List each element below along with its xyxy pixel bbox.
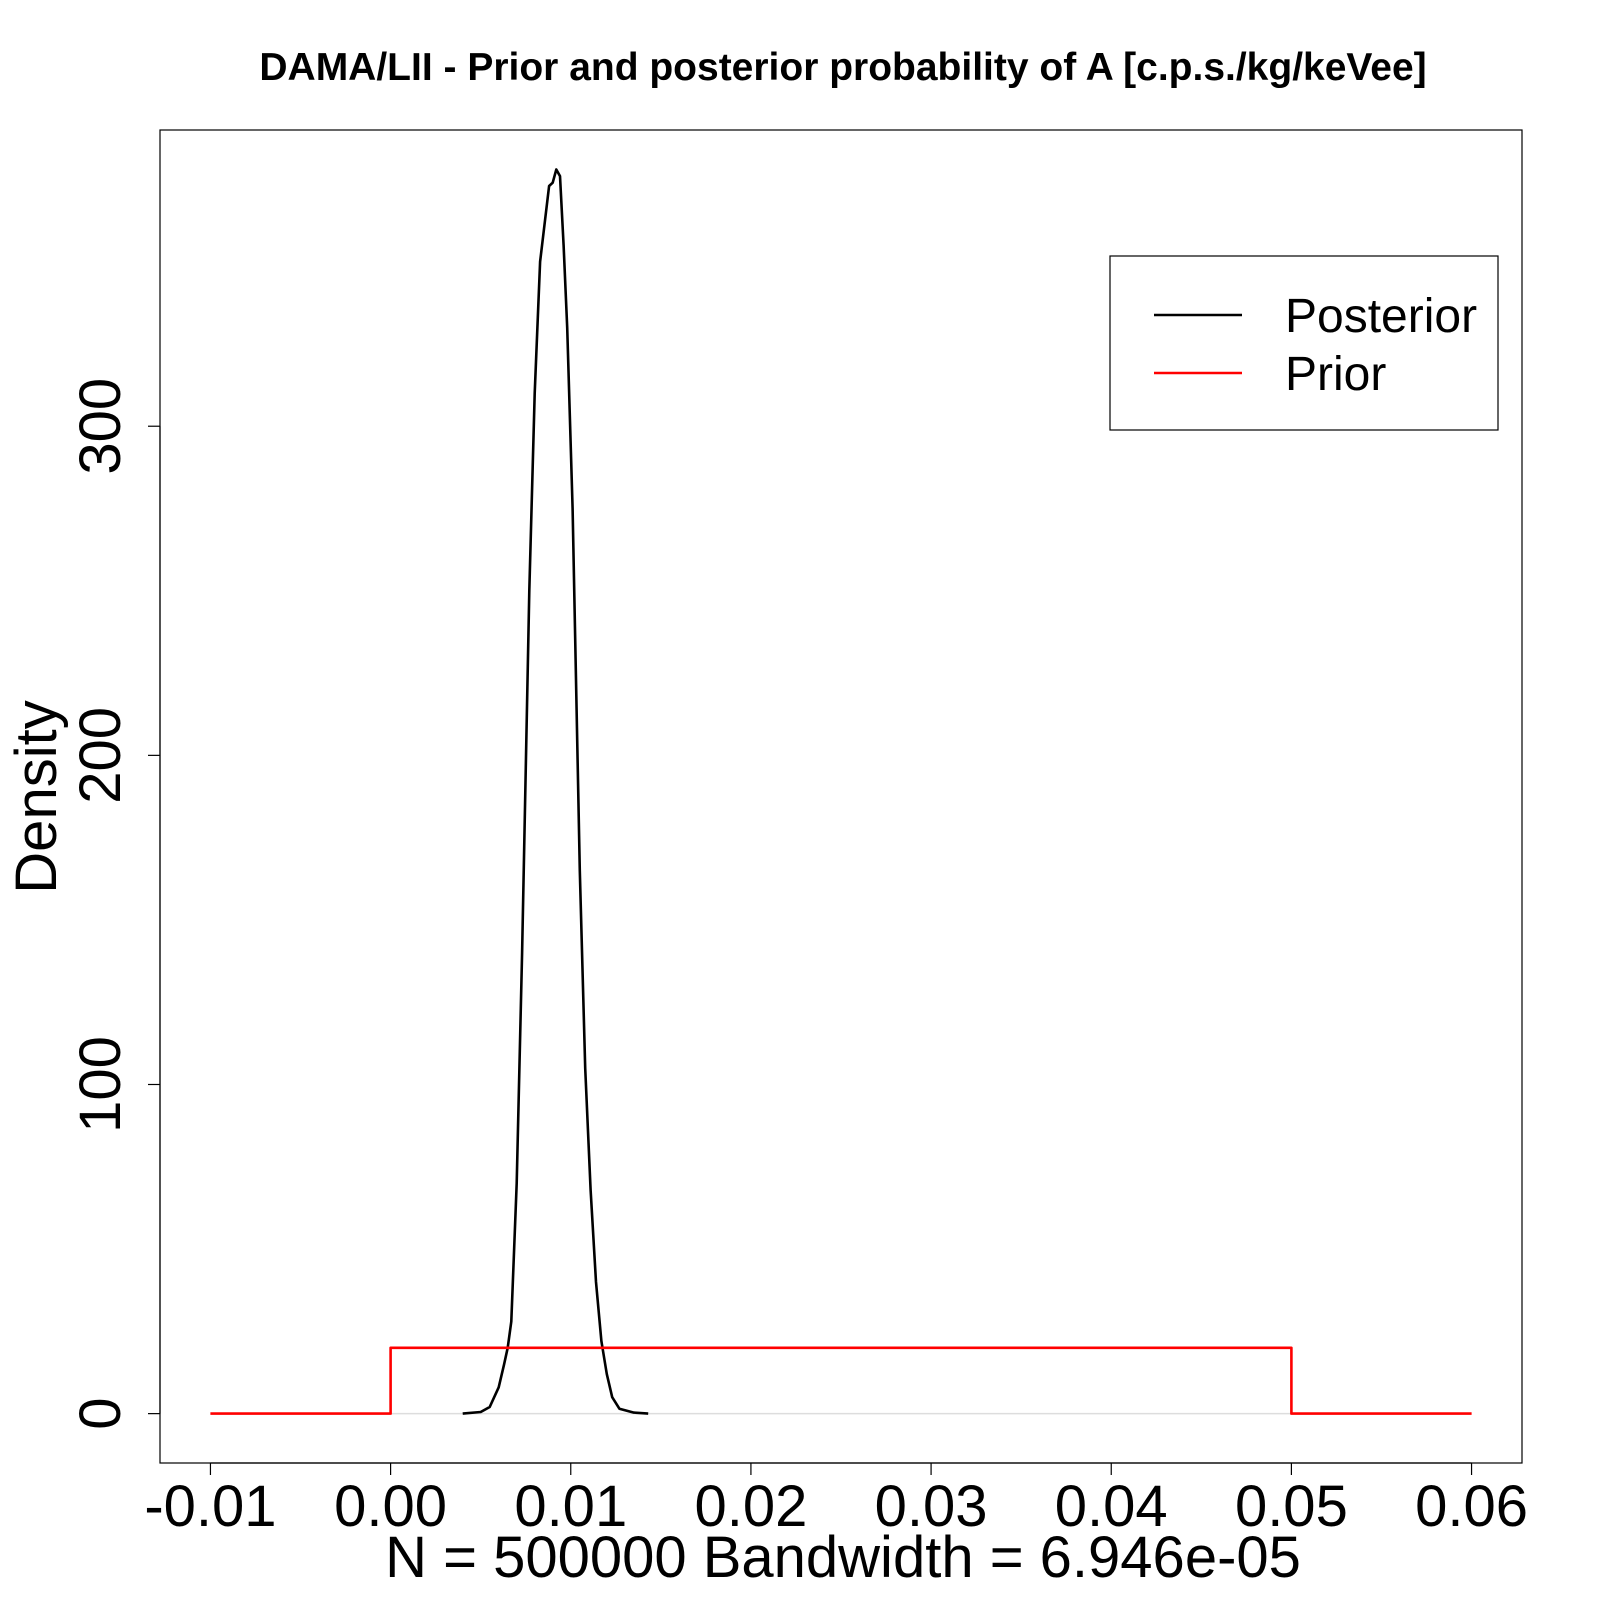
y-tick-label: 100 [68, 1036, 133, 1133]
series-line-prior [210, 1346, 1472, 1415]
x-tick-label: 0.02 [694, 1474, 807, 1539]
x-tick-label: 0.01 [514, 1474, 627, 1539]
y-axis-label: Density [4, 700, 69, 893]
y-tick-label: 200 [68, 707, 133, 804]
y-axis: 0 100 200 300 [68, 378, 161, 1430]
y-tick-label: 300 [68, 378, 133, 475]
x-axis-label: N = 500000 Bandwidth = 6.946e-05 [385, 1525, 1301, 1590]
x-tick-label: 0.06 [1415, 1474, 1528, 1539]
x-tick-label: 0.05 [1235, 1474, 1348, 1539]
y-tick-label: 0 [68, 1397, 133, 1429]
x-tick-label: -0.01 [144, 1474, 276, 1539]
x-axis: -0.01 0.00 0.01 0.02 0.03 0.04 0.05 0.06 [144, 1462, 1528, 1539]
series-layer [210, 168, 1472, 1415]
legend-label-prior: Prior [1285, 348, 1386, 401]
legend: Posterior Prior [1109, 255, 1499, 431]
x-tick-label: 0.03 [875, 1474, 988, 1539]
series-line-posterior [462, 168, 649, 1415]
legend-label-posterior: Posterior [1285, 290, 1477, 343]
legend-box [1109, 255, 1499, 431]
x-tick-label: 0.04 [1055, 1474, 1168, 1539]
x-tick-label: 0.00 [334, 1474, 447, 1539]
chart-title: DAMA/LII - Prior and posterior probabili… [259, 46, 1426, 89]
